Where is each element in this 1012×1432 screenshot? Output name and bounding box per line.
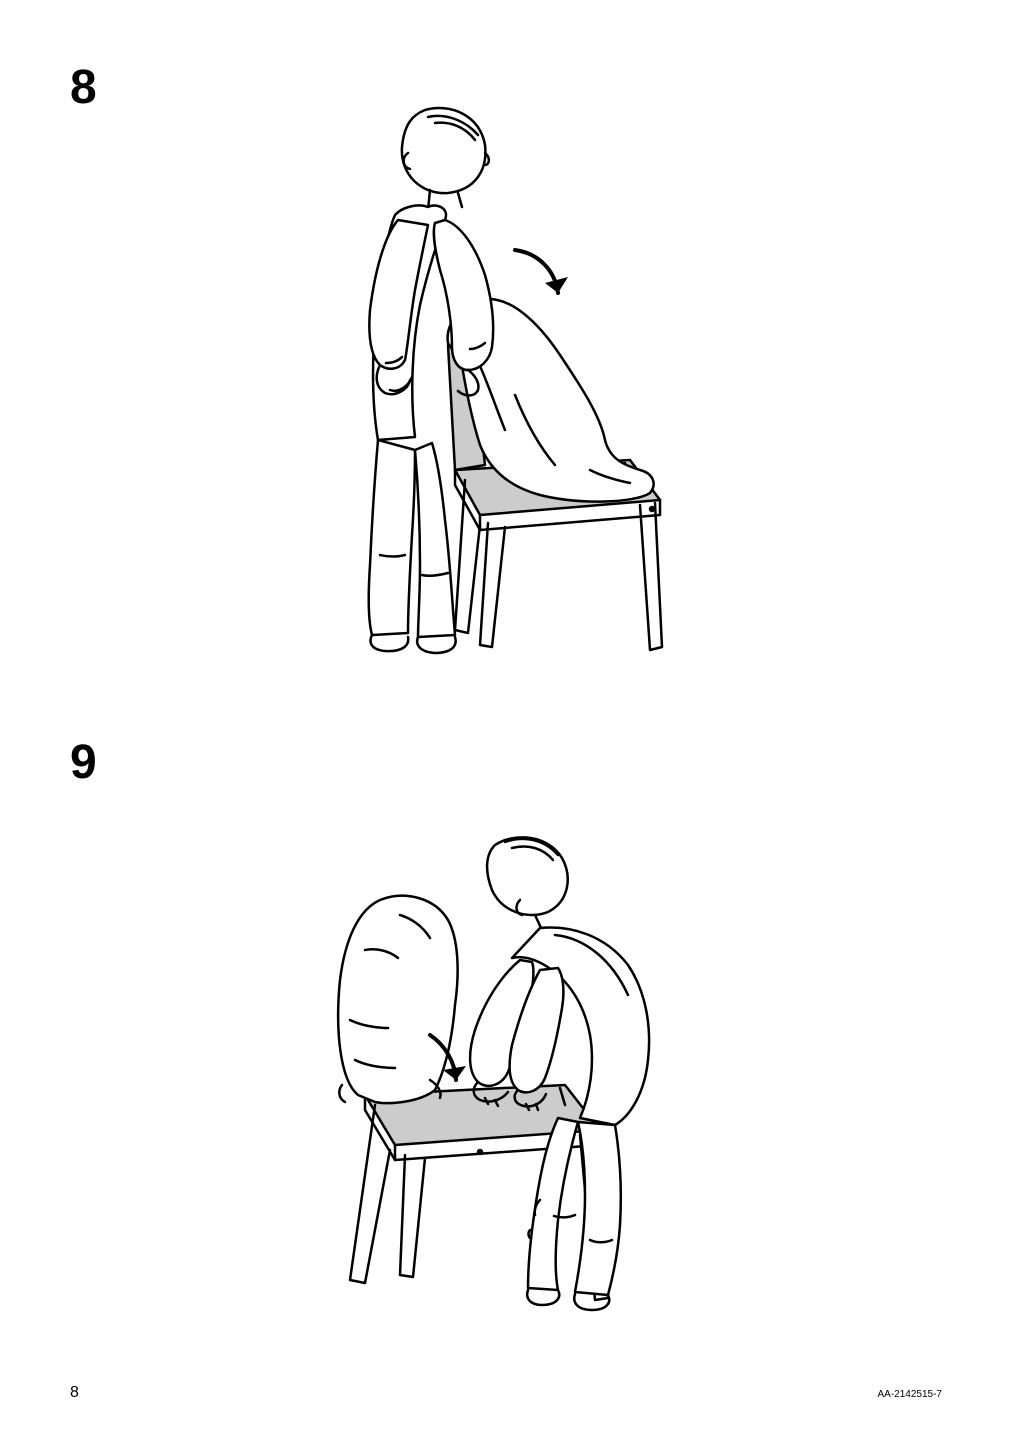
page-footer: 8 AA-2142515-7	[70, 1384, 942, 1402]
step-number-8: 8	[70, 60, 97, 115]
document-id: AA-2142515-7	[878, 1389, 943, 1400]
step-9-illustration	[280, 770, 710, 1330]
instruction-page: 8	[0, 0, 1012, 1432]
page-number: 8	[70, 1384, 79, 1402]
step-8-illustration	[280, 75, 730, 655]
step-number-9: 9	[70, 735, 97, 790]
